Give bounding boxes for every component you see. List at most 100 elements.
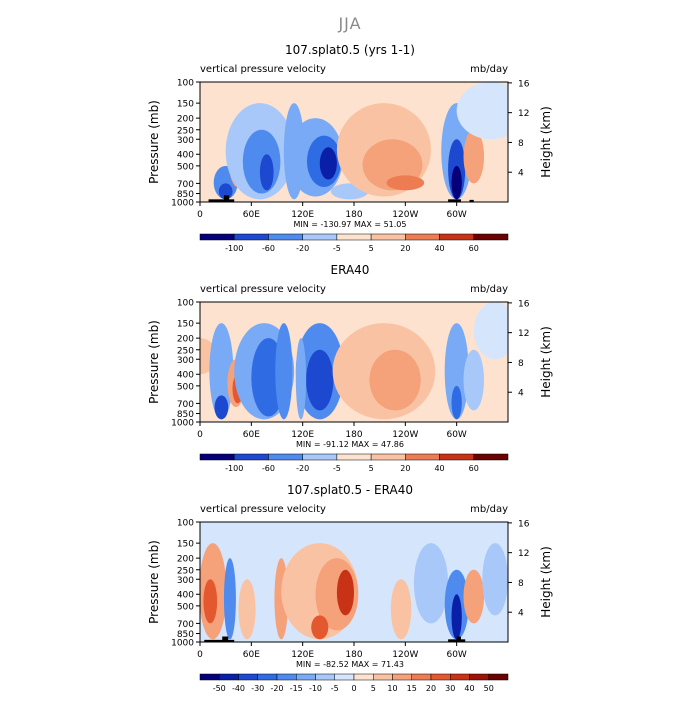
contour-field (200, 302, 508, 422)
panel-subtitle-left: vertical pressure velocity (200, 64, 326, 75)
contour-region (473, 302, 508, 360)
x-tick-label: 180 (345, 650, 362, 660)
y-axis-label: Pressure (mb) (147, 100, 161, 184)
height-tick-label: 4 (518, 169, 524, 179)
y-tick-label: 500 (177, 602, 194, 612)
topography-mask (469, 199, 474, 202)
min-max-label: MIN = -130.97 MAX = 51.05 (293, 220, 406, 229)
colorbar-swatch (257, 673, 278, 681)
colorbar-label: 5 (369, 464, 374, 473)
colorbar-swatch (268, 233, 303, 241)
colorbar-swatch (353, 673, 374, 681)
contour-region (482, 543, 508, 616)
y-tick-label: 150 (177, 540, 194, 550)
colorbar-label: 40 (464, 684, 474, 693)
y-tick-label: 100 (177, 519, 194, 529)
x-tick-label: 60E (243, 650, 260, 660)
colorbar-label: -5 (333, 244, 341, 253)
y-tick-label: 1000 (171, 419, 194, 429)
colorbar-label: -5 (333, 464, 341, 473)
colorbar-swatch (473, 453, 509, 461)
colorbar-swatch (233, 233, 269, 241)
height-tick-label: 12 (518, 549, 529, 559)
colorbar-label: 20 (400, 464, 410, 473)
contour-region (319, 147, 337, 180)
x-tick-label: 60W (446, 430, 466, 440)
colorbar-label: -20 (296, 244, 309, 253)
y-axis-label: Pressure (mb) (147, 540, 161, 624)
height-tick-label: 16 (518, 299, 530, 309)
contour-field (200, 82, 508, 202)
colorbar-swatch (488, 673, 509, 681)
colorbar-swatch (469, 673, 489, 681)
colorbar-label: 50 (484, 684, 494, 693)
y-tick-label: 250 (177, 566, 194, 576)
colorbar-label: 20 (426, 684, 436, 693)
contour-region (390, 579, 412, 640)
colorbar-swatch (233, 453, 269, 461)
y-tick-label: 500 (177, 382, 194, 392)
height-tick-label: 16 (518, 519, 530, 529)
height-tick-label: 8 (518, 359, 524, 369)
min-max-label: MIN = -82.52 MAX = 71.43 (296, 660, 404, 669)
colorbar-label: -20 (270, 684, 283, 693)
y-tick-label: 250 (177, 346, 194, 356)
colorbar-swatch (219, 673, 239, 681)
panel-subtitle-left: vertical pressure velocity (200, 284, 326, 295)
topography-mask (222, 636, 229, 642)
colorbar-label: -10 (309, 684, 322, 693)
y-tick-label: 300 (177, 136, 194, 146)
colorbar-label: 40 (434, 464, 444, 473)
x-tick-label: 180 (345, 430, 362, 440)
topography-mask (448, 199, 461, 202)
panel-title: ERA40 (331, 263, 370, 277)
y-tick-label: 400 (177, 591, 194, 601)
y-tick-label: 500 (177, 162, 194, 172)
contour-region (275, 323, 293, 420)
colorbar-label: 40 (434, 244, 444, 253)
colorbar-label: -15 (290, 684, 303, 693)
panel-subtitle-right: mb/day (470, 64, 508, 75)
colorbar: -50 -40 -30 -20 -15 -10 -5 0 5 10 15 20 30 40 50 (199, 673, 509, 693)
colorbar-swatch (405, 233, 440, 241)
colorbar-label: 60 (469, 464, 479, 473)
x-tick-label: 60W (446, 210, 466, 220)
y-tick-label: 150 (177, 320, 194, 330)
colorbar-swatch (439, 453, 475, 461)
y-tick-label: 200 (177, 555, 194, 565)
contour-region (456, 82, 508, 140)
topography-mask (208, 199, 235, 202)
y-tick-label: 250 (177, 126, 194, 136)
colorbar-label: 60 (469, 244, 479, 253)
contour-region (369, 349, 421, 411)
colorbar-label: 30 (445, 684, 455, 693)
colorbar: -100 -60 -20 -5 5 20 40 60 (199, 453, 509, 473)
height-tick-label: 4 (518, 609, 524, 619)
panel-subtitle-right: mb/day (470, 504, 508, 515)
y-tick-label: 850 (177, 630, 194, 640)
y-tick-label: 200 (177, 335, 194, 345)
contour-region (463, 569, 485, 624)
colorbar-label: -40 (232, 684, 245, 693)
contour-region (223, 558, 236, 640)
x-tick-label: 0 (197, 650, 203, 660)
topography-mask (456, 636, 461, 642)
colorbar-swatch (302, 233, 338, 241)
y-axis-label: Pressure (mb) (147, 320, 161, 404)
y-axis-label-right: Height (km) (539, 106, 553, 177)
height-tick-label: 12 (518, 329, 529, 339)
min-max-label: MIN = -91.12 MAX = 47.86 (296, 440, 404, 449)
contour-region (463, 129, 485, 184)
colorbar-label: -100 (225, 464, 243, 473)
colorbar-swatch (268, 453, 303, 461)
x-tick-label: 60W (446, 650, 466, 660)
y-tick-label: 100 (177, 299, 194, 309)
y-tick-label: 400 (177, 151, 194, 161)
contour-region (295, 338, 307, 420)
colorbar-swatch (199, 673, 220, 681)
colorbar-swatch (199, 453, 235, 461)
colorbar: -100 -60 -20 -5 5 20 40 60 (199, 233, 509, 253)
y-tick-label: 100 (177, 79, 194, 89)
contour-region (444, 323, 469, 420)
